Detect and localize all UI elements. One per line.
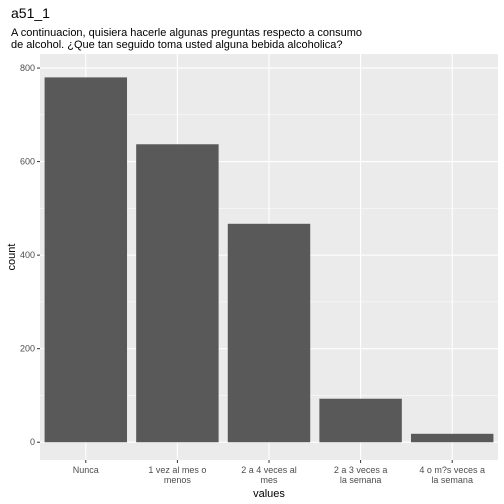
x-tick-label: 2 a 4 veces al mes	[241, 465, 297, 485]
bar	[44, 77, 128, 443]
bars	[44, 77, 494, 443]
x-tick-label-line: 1 vez al mes o	[148, 465, 206, 475]
x-tick-label-line: Nunca	[73, 465, 99, 475]
bar	[410, 433, 494, 443]
x-tick-label: 2 a 3 veces a la semana	[334, 465, 388, 485]
bar	[319, 398, 402, 443]
x-tick-label-line: 2 a 4 veces al	[241, 465, 297, 475]
chart-title: a51_1	[11, 5, 50, 21]
bar	[227, 223, 311, 443]
y-axis-ticks: 0 200 400 600 800	[20, 63, 40, 447]
y-tick-label: 800	[20, 63, 35, 73]
x-tick-label: Nunca	[73, 465, 99, 475]
x-tick-label: 4 o m?s veces a la semana	[419, 465, 485, 485]
x-tick-label-line: la semana	[431, 475, 473, 485]
y-tick-label: 600	[20, 157, 35, 167]
y-axis-title: count	[6, 244, 18, 271]
chart-subtitle-line-1: A continuacion, quisiera hacerle algunas…	[11, 27, 362, 39]
x-tick-label: 1 vez al mes o menos	[148, 465, 206, 485]
x-tick-label-line: mes	[260, 475, 278, 485]
x-axis-title: values	[253, 488, 285, 500]
x-tick-label-line: 4 o m?s veces a	[419, 465, 485, 475]
chart-subtitle-line-2: de alcohol. ¿Que tan seguido toma usted …	[11, 39, 342, 51]
y-tick-label: 0	[30, 437, 35, 447]
x-tick-label-line: la semana	[340, 475, 382, 485]
y-tick-label: 200	[20, 344, 35, 354]
x-tick-label-line: 2 a 3 veces a	[334, 465, 388, 475]
y-tick-label: 400	[20, 250, 35, 260]
bar	[136, 144, 219, 443]
x-tick-label-line: menos	[164, 475, 192, 485]
